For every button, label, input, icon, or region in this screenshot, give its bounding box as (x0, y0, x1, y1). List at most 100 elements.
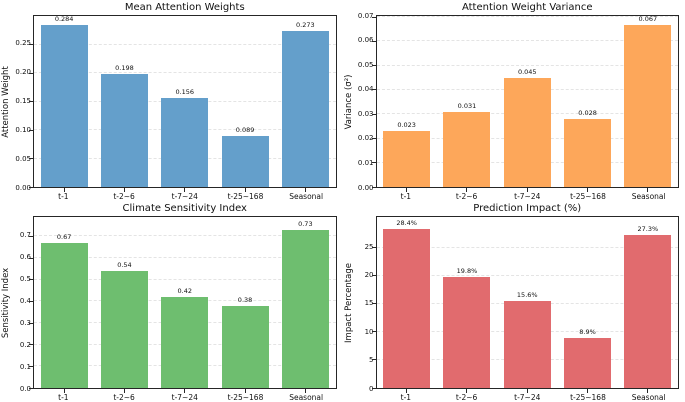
y-tick-mark (371, 303, 376, 305)
y-tick-mark (29, 257, 33, 259)
x-tick-mark (63, 389, 65, 393)
x-tick-label: t-7~24 (171, 393, 198, 402)
chart-body: Sensitivity Index 0.0 0.1 0.2 0.3 0.4 0.5 0.6 0.… (0, 216, 343, 393)
y-tick-mark (29, 300, 33, 302)
x-tick-mark (244, 188, 246, 192)
y-tick-label: 0.15 (15, 97, 31, 105)
chart-title: Attention Weight Variance (461, 2, 593, 13)
bar-value-label: 0.38 (237, 295, 253, 304)
bar-value-label: 28.4% (396, 218, 417, 227)
bar-value-label: 27.3% (637, 224, 659, 233)
y-tick-mark (371, 138, 376, 139)
y-tick-label: 10 (364, 327, 374, 336)
y-tick-label: 0.04 (357, 85, 374, 94)
bar-t-25-168 (221, 136, 269, 187)
y-tick-mark (371, 186, 376, 188)
chart-attention-weight-variance: Attention Weight Variance Variance (σ²) 0.… (343, 0, 685, 201)
y-axis: 0.00 0.05 0.10 0.15 0.20 0.25 (12, 15, 33, 191)
x-tick-mark (406, 389, 408, 393)
bar-value-label: 0.54 (117, 261, 132, 270)
x-tick-labels: t-1 t-2~6 t-7~24 t-25~168 Seasonal (376, 188, 680, 201)
y-tick-mark (29, 72, 33, 74)
y-axis: 0.00 0.01 0.02 0.03 0.04 0.05 0.06 0.07 (355, 12, 376, 192)
x-tick-label: t-7~24 (514, 393, 541, 402)
x-tick-label: Seasonal (289, 393, 324, 402)
y-tick-label: 0.05 (15, 154, 31, 163)
x-tick-mark (526, 188, 528, 192)
y-tick-mark (29, 235, 33, 237)
x-tick-label: Seasonal (631, 192, 666, 201)
y-tick-mark (371, 65, 376, 67)
bar-value-label: 0.156 (175, 88, 195, 97)
x-tick-label: t-7~24 (514, 192, 541, 201)
bar-value-label: 8.9% (579, 328, 596, 337)
y-tick-mark (29, 129, 33, 131)
x-tick-labels: t-1 t-2~6 t-7~24 t-25~168 Seasonal (33, 188, 337, 201)
y-axis-label-wrap: Variance (σ²) (343, 15, 355, 188)
y-axis: 0.0 0.1 0.2 0.3 0.4 0.5 0.6 0.7 (12, 216, 33, 392)
y-axis-label-wrap: Impact Percentage (343, 216, 355, 389)
gridline (376, 246, 678, 248)
x-tick-mark (406, 188, 408, 192)
bar-t-1 (383, 131, 431, 187)
bar-value-label: 0.023 (397, 121, 416, 130)
bar-value-label: 0.028 (578, 109, 597, 118)
x-tick-label: t-25~168 (227, 393, 264, 402)
y-tick-mark (29, 365, 33, 367)
y-tick-label: 15 (364, 299, 374, 308)
bar-seasonal (281, 230, 329, 388)
bar-value-label: 0.73 (298, 220, 313, 228)
y-tick-label: 0.2 (19, 340, 31, 349)
x-tick-mark (63, 188, 65, 192)
x-tick-mark (123, 188, 125, 192)
gridline (34, 235, 336, 237)
y-tick-mark (29, 387, 33, 389)
bar-t-7-24 (503, 77, 551, 187)
y-axis: 0 5 10 15 20 25 (355, 216, 376, 393)
x-tick-label: Seasonal (289, 192, 324, 201)
y-tick-mark (29, 44, 33, 45)
chart-body: Variance (σ²) 0.00 0.01 0.02 0.03 0.04 0.05 0.0… (343, 12, 685, 192)
y-tick-mark (371, 16, 376, 18)
y-tick-label: 0 (369, 384, 374, 393)
gridline (34, 43, 336, 45)
y-axis-label: Sensitivity Index (1, 267, 11, 338)
gridline (34, 278, 336, 280)
bar-t-1 (40, 25, 88, 187)
bar-t-2-6 (443, 277, 491, 388)
y-axis-label: Impact Percentage (343, 262, 354, 343)
bar-t-2-6 (443, 111, 491, 187)
x-tick-label: t-1 (58, 192, 69, 201)
x-tick-label: t-25~168 (570, 192, 606, 201)
x-tick-mark (184, 188, 186, 192)
bar-value-label: 0.067 (638, 14, 658, 23)
bar-value-label: 0.273 (296, 21, 315, 30)
bar-t-7-24 (503, 300, 551, 388)
plot-area: 0.284 0.198 0.156 0.089 0.273 (29, 15, 337, 192)
y-tick-label: 0.05 (357, 60, 374, 69)
chart-body: Impact Percentage 0 5 10 15 20 25 28.4% 19.8% 15.… (343, 216, 685, 393)
x-tick-label: Seasonal (631, 393, 666, 402)
y-tick-mark (371, 331, 376, 333)
y-tick-mark (29, 322, 33, 324)
plot-area: 0.023 0.031 0.045 0.028 0.067 (371, 14, 679, 192)
chart-prediction-impact: Prediction Impact (%) Impact Percentage 0 5… (343, 201, 685, 402)
y-tick-mark (371, 387, 376, 389)
bar-value-label: 0.045 (517, 67, 537, 76)
x-tick-mark (304, 188, 306, 192)
bar-t-2-6 (100, 74, 148, 187)
x-tick-mark (466, 188, 468, 192)
bar-t-1 (40, 242, 88, 388)
y-tick-label: 0.5 (19, 275, 31, 284)
y-tick-label: 20 (364, 271, 374, 280)
x-tick-mark (647, 389, 649, 393)
y-tick-label: 0.0 (19, 384, 31, 393)
y-tick-label: 0.25 (15, 39, 31, 48)
chart-title: Mean Attention Weights (124, 2, 245, 13)
bar-seasonal (281, 31, 329, 187)
y-tick-label: 0.10 (15, 125, 31, 134)
x-tick-mark (123, 389, 125, 393)
y-tick-mark (371, 275, 376, 277)
y-tick-mark (29, 279, 33, 281)
